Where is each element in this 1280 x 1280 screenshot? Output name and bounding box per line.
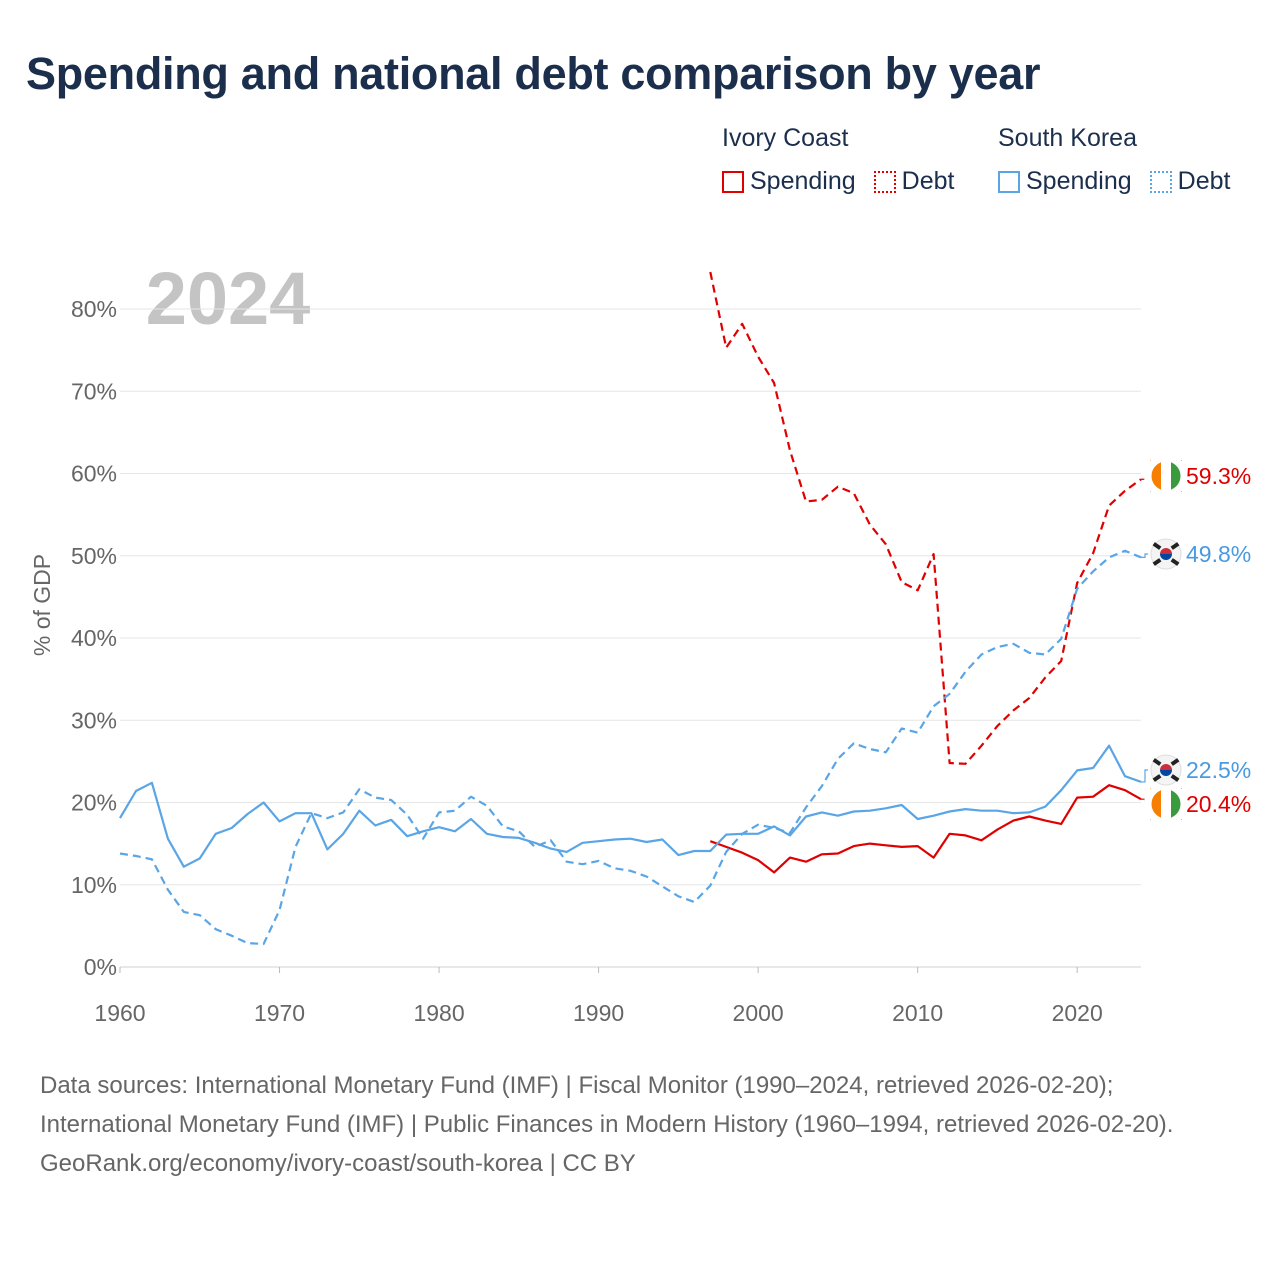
x-tick-label: 1980	[413, 1000, 464, 1026]
footer: Data sources: International Monetary Fun…	[40, 1066, 1250, 1183]
series-line-ivory-coast-debt	[709, 271, 1142, 765]
y-tick-label: 40%	[71, 625, 117, 651]
end-value-label: 59.3%	[1186, 463, 1251, 489]
series-line-south-korea-spending	[119, 744, 1142, 868]
legend-ivory-coast-spending[interactable]: Spending	[722, 167, 856, 196]
legend-south-korea-debt[interactable]: Debt	[1149, 167, 1231, 196]
ivory-coast-flag-icon	[1144, 782, 1188, 826]
trigram	[1152, 758, 1162, 766]
end-value-label: 22.5%	[1186, 757, 1251, 783]
y-tick-label: 60%	[71, 461, 117, 487]
x-tick-label: 2010	[892, 1000, 943, 1026]
flag-mask	[1144, 454, 1188, 498]
ivory-coast-flag-icon	[1144, 454, 1188, 498]
y-tick-label: 70%	[71, 378, 117, 404]
flag-stripe	[1161, 788, 1171, 820]
south-korea-flag-icon	[1150, 754, 1182, 786]
legend-label: Spending	[1026, 167, 1132, 195]
x-tick-label: 2000	[733, 1000, 784, 1026]
series-line-ivory-coast-spending	[709, 784, 1142, 874]
legend-ivory-coast-debt[interactable]: Debt	[873, 167, 955, 196]
end-labels: 20.4% 59.3% 22.5% 49.8%	[1141, 454, 1251, 826]
series-lines	[119, 271, 1142, 946]
trigram	[1152, 774, 1162, 782]
source-url[interactable]: GeoRank.org/economy/ivory-coast/south-ko…	[40, 1150, 636, 1177]
flag-stripe	[1161, 460, 1171, 492]
page-title: Spending and national debt comparison by…	[26, 48, 1041, 99]
y-axis-ticks: 0% 10% 20% 30% 40% 50% 60% 70% 80%	[71, 296, 117, 980]
legend-label: Debt	[1177, 167, 1231, 195]
y-tick-label: 80%	[71, 296, 117, 322]
flag-stripe	[1150, 460, 1161, 492]
trigram	[1170, 558, 1180, 566]
taegeuk-red	[1160, 764, 1172, 770]
gridlines	[120, 308, 1141, 968]
taegeuk-blue	[1160, 554, 1172, 560]
legend-heading-south-korea: South Korea	[998, 124, 1137, 152]
legend-label: Debt	[901, 167, 955, 195]
end-label-connector	[1141, 769, 1148, 783]
solid-swatch-icon	[998, 170, 1020, 193]
south-korea-flag-icon	[1150, 538, 1182, 570]
x-tick-label: 1970	[254, 1000, 305, 1026]
trigram	[1170, 758, 1180, 766]
y-axis-label: % of GDP	[29, 554, 55, 656]
data-sources: Data sources: International Monetary Fun…	[40, 1072, 1174, 1138]
line-chart: 2024 0% 10% 20% 30% 40% 50% 60% 70% 80% 1960 1970…	[29, 257, 1251, 1026]
legend-label: Spending	[750, 167, 856, 195]
flag-stripe	[1171, 460, 1182, 492]
legend-south-korea-spending[interactable]: Spending	[998, 167, 1132, 196]
taegeuk-red	[1160, 548, 1172, 554]
trigram	[1170, 774, 1180, 782]
legend-ivory-coast: Ivory Coast Spending Debt	[722, 124, 972, 196]
y-tick-label: 0%	[84, 954, 117, 980]
end-value-label: 49.8%	[1186, 541, 1251, 567]
legend-south-korea: South Korea Spending Debt	[998, 124, 1230, 196]
trigram	[1170, 542, 1180, 550]
x-tick-label: 1960	[94, 1000, 145, 1026]
dotted-swatch-icon	[873, 170, 896, 193]
year-watermark: 2024	[146, 257, 311, 340]
trigram	[1152, 558, 1162, 566]
x-axis-ticks: 1960 1970 1980 1990 2000 2010 2020	[94, 967, 1103, 1026]
x-tick-label: 2020	[1052, 1000, 1103, 1026]
y-tick-label: 30%	[71, 707, 117, 733]
taegeuk-blue	[1160, 770, 1172, 776]
y-tick-label: 10%	[71, 872, 117, 898]
series-line-south-korea-debt	[119, 549, 1142, 946]
end-label-connector	[1141, 553, 1148, 558]
legend-heading-ivory-coast: Ivory Coast	[722, 124, 849, 152]
end-value-label: 20.4%	[1186, 791, 1251, 817]
dotted-swatch-icon	[1149, 170, 1172, 193]
trigram	[1152, 542, 1162, 550]
flag-stripe	[1171, 788, 1182, 820]
y-tick-label: 50%	[71, 543, 117, 569]
y-tick-label: 20%	[71, 790, 117, 816]
flag-stripe	[1150, 788, 1161, 820]
x-tick-label: 1990	[573, 1000, 624, 1026]
solid-swatch-icon	[722, 170, 744, 193]
